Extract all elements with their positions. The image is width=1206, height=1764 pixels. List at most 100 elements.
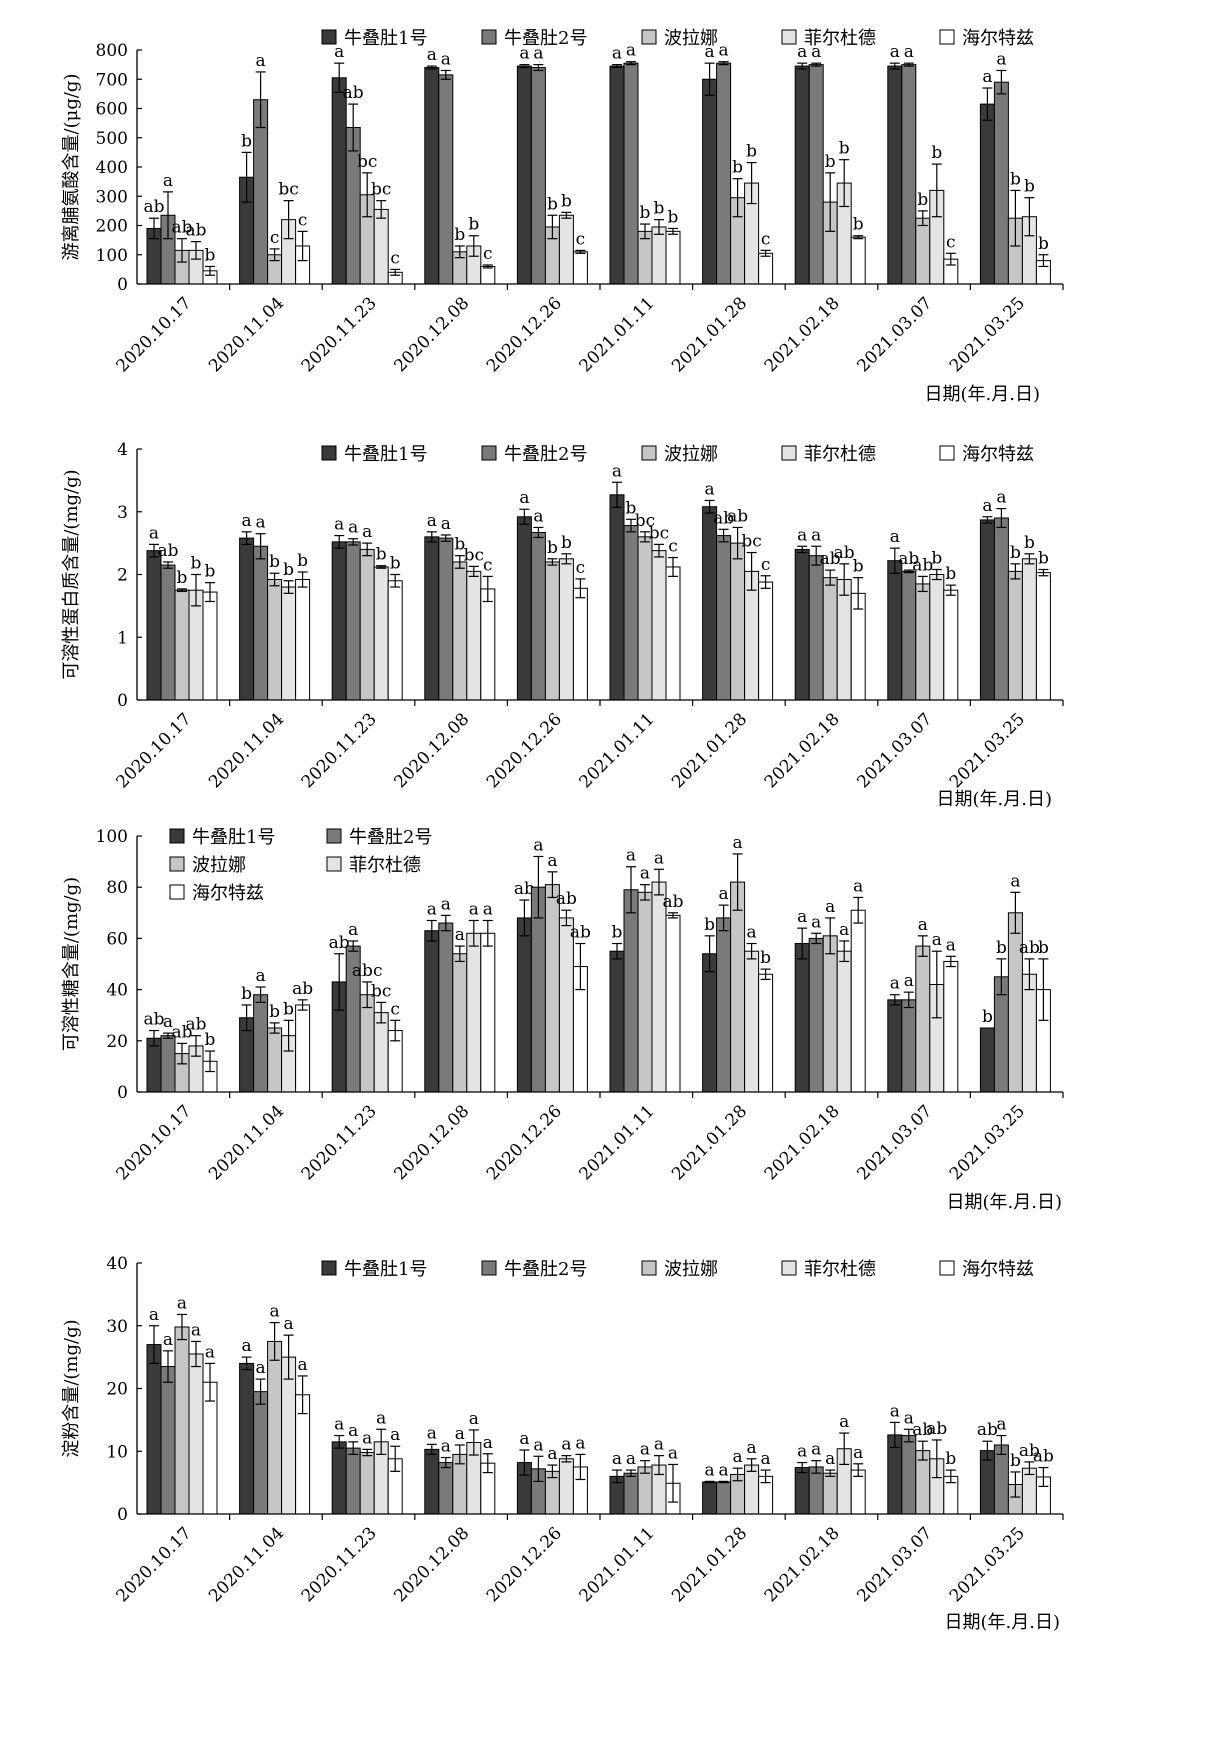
x-tick-label: 2021.03.07 bbox=[853, 1101, 936, 1184]
significance-letter: a bbox=[441, 1437, 451, 1457]
legend-label: 海尔特兹 bbox=[962, 28, 1034, 49]
bar bbox=[637, 891, 653, 1093]
bar bbox=[665, 230, 681, 285]
legend: 牛叠肚1号牛叠肚2号波拉娜菲尔杜德海尔特兹 bbox=[321, 1259, 1034, 1280]
legend-swatch bbox=[939, 1260, 955, 1276]
legend: 牛叠肚1号牛叠肚2号波拉娜菲尔杜德海尔特兹 bbox=[321, 444, 1034, 465]
x-tick-label: 2021.03.25 bbox=[946, 1101, 1029, 1184]
bar bbox=[794, 943, 810, 1093]
significance-letter: ab bbox=[143, 197, 164, 217]
y-tick-label: 80 bbox=[106, 878, 128, 898]
significance-letter: b bbox=[283, 999, 294, 1019]
bar bbox=[651, 550, 667, 701]
significance-letter: b bbox=[454, 225, 465, 245]
y-tick-label: 20 bbox=[106, 1380, 128, 1400]
bar bbox=[730, 542, 746, 701]
significance-letter: c bbox=[390, 248, 400, 268]
significance-letter: a bbox=[996, 49, 1006, 69]
significance-letter: abc bbox=[352, 961, 383, 981]
significance-letter: a bbox=[469, 899, 479, 919]
significance-letter: b bbox=[640, 203, 651, 223]
x-tick-label: 2021.03.07 bbox=[853, 709, 936, 792]
significance-letter: a bbox=[797, 525, 807, 545]
significance-letter: a bbox=[427, 899, 437, 919]
significance-letter: a bbox=[996, 1415, 1006, 1435]
x-tick-label: 2020.10.17 bbox=[113, 1101, 196, 1184]
significance-letter: b bbox=[283, 560, 294, 580]
bar bbox=[623, 62, 639, 285]
y-axis-title: 可溶性糖含量/(mg/g) bbox=[61, 877, 82, 1051]
significance-letter: a bbox=[612, 44, 622, 64]
significance-letter: a bbox=[441, 514, 451, 534]
significance-letter: ab bbox=[834, 543, 855, 563]
legend: 牛叠肚1号牛叠肚2号波拉娜菲尔杜德海尔特兹 bbox=[169, 827, 432, 904]
y-axis-title: 游离脯氨酸含量/(μg/g) bbox=[61, 74, 82, 261]
significance-letter: b bbox=[1024, 533, 1035, 553]
legend-swatch bbox=[321, 445, 337, 461]
legend-label: 波拉娜 bbox=[664, 1259, 718, 1280]
significance-letter: a bbox=[904, 42, 914, 62]
significance-letter: ab bbox=[1019, 938, 1040, 958]
y-tick-label: 300 bbox=[96, 187, 128, 207]
significance-letter: a bbox=[612, 461, 622, 481]
significance-letter: b bbox=[454, 535, 465, 555]
x-tick-label: 2021.01.11 bbox=[576, 1101, 659, 1184]
bar bbox=[331, 541, 347, 701]
bar bbox=[267, 579, 283, 701]
bar bbox=[253, 994, 269, 1093]
significance-letter: ab bbox=[912, 1420, 933, 1440]
bar bbox=[530, 67, 546, 285]
legend-swatch bbox=[321, 29, 337, 45]
x-tick-label: 2021.01.28 bbox=[668, 1523, 751, 1606]
bar bbox=[808, 937, 824, 1093]
bar bbox=[623, 1472, 639, 1515]
bar bbox=[716, 917, 732, 1093]
bar bbox=[758, 973, 774, 1093]
legend-swatch bbox=[326, 828, 342, 844]
significance-letter: ab bbox=[820, 549, 841, 569]
bar bbox=[1021, 558, 1037, 701]
bar bbox=[822, 935, 838, 1093]
x-tick-label: 2021.02.18 bbox=[761, 293, 844, 376]
significance-letter: b bbox=[612, 923, 623, 943]
significance-letter: b bbox=[177, 568, 188, 588]
significance-letter: a bbox=[427, 511, 437, 531]
significance-letter: a bbox=[918, 915, 928, 935]
bar bbox=[174, 1326, 190, 1515]
significance-letter: a bbox=[149, 1305, 159, 1325]
x-tick-label: 2020.12.08 bbox=[390, 1101, 473, 1184]
significance-letter: a bbox=[242, 511, 252, 531]
significance-letter: a bbox=[362, 522, 372, 542]
bar bbox=[281, 1356, 297, 1515]
significance-letter: ab bbox=[171, 218, 192, 238]
bar bbox=[915, 583, 931, 701]
significance-letter: a bbox=[547, 1444, 557, 1464]
significance-letter: a bbox=[890, 42, 900, 62]
significance-letter: a bbox=[761, 1449, 771, 1469]
bar bbox=[993, 1444, 1009, 1515]
significance-letter: a bbox=[719, 884, 729, 904]
significance-letter: a bbox=[256, 966, 266, 986]
bar bbox=[424, 536, 440, 701]
significance-letter: a bbox=[533, 1435, 543, 1455]
x-axis-title: 日期(年.月.日) bbox=[937, 789, 1053, 810]
significance-letter: b bbox=[945, 1449, 956, 1469]
significance-letter: a bbox=[256, 51, 266, 71]
significance-letter: c bbox=[946, 232, 956, 252]
significance-letter: c bbox=[761, 555, 771, 575]
y-tick-label: 10 bbox=[106, 1442, 128, 1462]
significance-letter: a bbox=[256, 513, 266, 533]
x-tick-label: 2021.03.25 bbox=[946, 709, 1029, 792]
legend-label: 海尔特兹 bbox=[192, 883, 264, 904]
significance-letter: a bbox=[946, 935, 956, 955]
significance-letter: b bbox=[931, 143, 942, 163]
significance-letter: b bbox=[205, 1030, 216, 1050]
bar bbox=[267, 1027, 283, 1093]
x-tick-label: 2020.12.08 bbox=[390, 709, 473, 792]
